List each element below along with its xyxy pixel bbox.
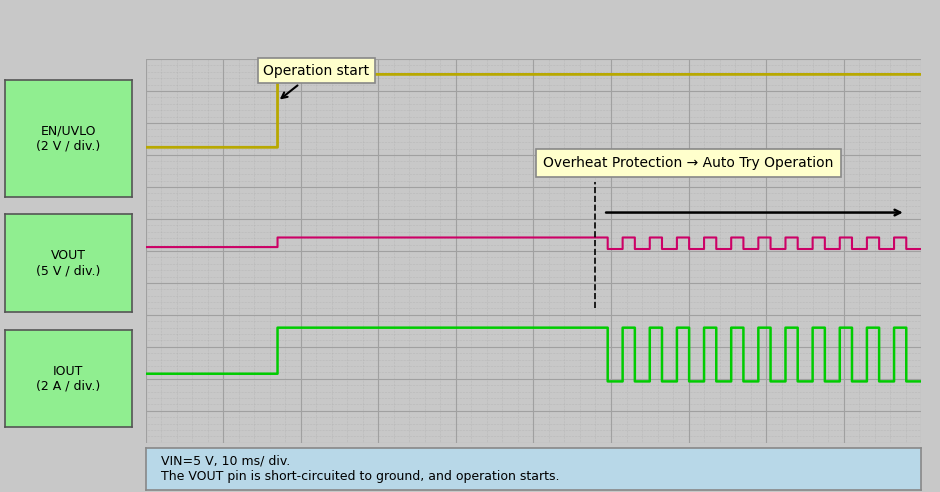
Text: VIN=5 V, 10 ms/ div.
The VOUT pin is short-circuited to ground, and operation st: VIN=5 V, 10 ms/ div. The VOUT pin is sho… [162, 455, 559, 483]
Text: VOUT
(5 V / div.): VOUT (5 V / div.) [36, 249, 101, 277]
Text: EN/UVLO
(2 V / div.): EN/UVLO (2 V / div.) [36, 124, 101, 153]
Text: Overheat Protection → Auto Try Operation: Overheat Protection → Auto Try Operation [543, 155, 834, 170]
Text: IOUT
(2 A / div.): IOUT (2 A / div.) [36, 365, 101, 393]
Text: Operation start: Operation start [263, 63, 369, 98]
